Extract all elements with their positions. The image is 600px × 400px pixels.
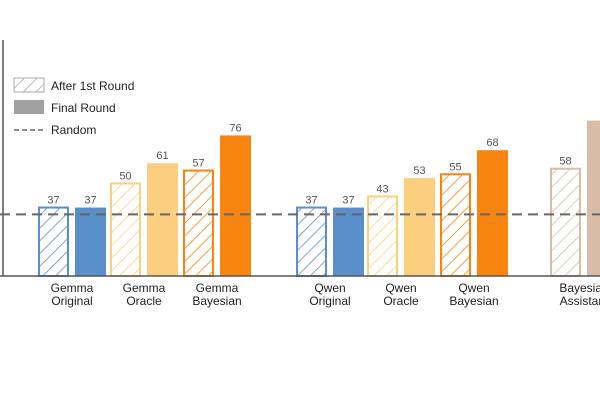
category-label: Oracle	[383, 294, 419, 308]
legend-swatch-hatched	[13, 77, 45, 93]
value-label: 58	[559, 156, 571, 168]
category-label: Gemma	[196, 281, 239, 295]
legend-label-after-first: After 1st Round	[51, 79, 134, 93]
x-tick-labels: GemmaOriginalGemmaOracleGemmaBayesianQwe…	[51, 281, 600, 308]
bar-final-round	[587, 120, 600, 276]
legend-label-final: Final Round	[51, 101, 116, 115]
category-label: Bayesian	[449, 294, 498, 308]
value-label: 55	[449, 161, 461, 173]
category-label: Bayesian	[559, 281, 600, 295]
bar-final-round	[477, 150, 508, 276]
bar-after-first-round	[440, 173, 471, 277]
bar-final-round	[220, 135, 251, 276]
bar-after-first-round	[367, 195, 398, 277]
value-label: 43	[376, 183, 388, 195]
bar-after-first-round	[183, 169, 214, 277]
value-label: 37	[84, 195, 96, 207]
legend-label-random: Random	[51, 123, 96, 137]
value-label: 37	[305, 195, 317, 207]
category-label: Gemma	[123, 281, 166, 295]
bar-final-round	[333, 207, 364, 276]
value-label: 61	[156, 150, 168, 162]
value-label: 50	[119, 171, 131, 183]
value-label: 76	[229, 122, 241, 134]
category-label: Original	[309, 294, 350, 308]
category-label: Assistant	[560, 294, 600, 308]
bar-final-round	[75, 207, 106, 276]
bars-group: 373750615776373743535568588	[38, 108, 600, 277]
value-label: 68	[486, 137, 498, 149]
category-label: Qwen	[314, 281, 345, 295]
value-label: 53	[413, 165, 425, 177]
legend-swatch-solid	[14, 100, 44, 114]
value-label: 57	[192, 158, 204, 170]
value-label: 37	[342, 195, 354, 207]
legend: After 1st Round Final Round Random	[13, 77, 134, 137]
bar-after-first-round	[550, 167, 581, 277]
bar-after-first-round	[38, 206, 69, 277]
category-label: Original	[51, 294, 92, 308]
bar-after-first-round	[110, 182, 141, 277]
category-label: Qwen	[385, 281, 416, 295]
category-label: Bayesian	[192, 294, 241, 308]
category-label: Gemma	[51, 281, 94, 295]
category-label: Qwen	[458, 281, 489, 295]
bar-final-round	[147, 163, 178, 276]
category-label: Oracle	[126, 294, 162, 308]
bar-final-round	[404, 177, 435, 276]
value-label: 37	[47, 195, 59, 207]
bar-after-first-round	[296, 206, 327, 277]
